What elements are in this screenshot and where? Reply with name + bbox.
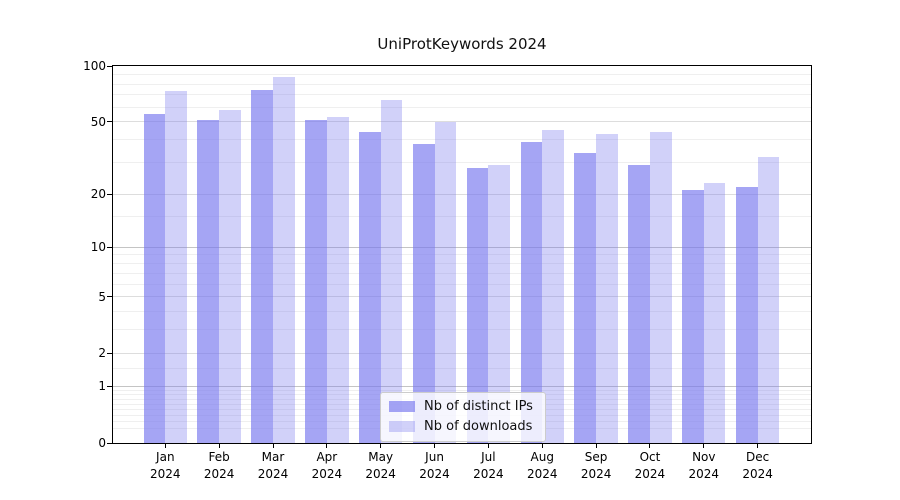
x-tick-label-sep: Sep 2024 <box>580 450 612 481</box>
gridline-minor <box>113 329 811 331</box>
x-tick-label-jan: Jan 2024 <box>150 450 181 481</box>
y-tick <box>107 352 112 354</box>
gridline-minor <box>113 272 811 274</box>
gridline-minor <box>113 74 811 76</box>
x-tick-label-apr: Apr 2024 <box>311 450 343 481</box>
legend-item-downloads: Nb of downloads <box>389 419 535 434</box>
bar-downloads-dec <box>757 157 780 443</box>
legend-label-distinct-ips: Nb of distinct IPs <box>424 399 533 414</box>
gridline-decade <box>113 385 811 387</box>
bar-downloads-sep <box>596 133 618 443</box>
bar-distinct-ips-dec <box>735 186 758 443</box>
bar-distinct-ips-feb <box>197 120 220 443</box>
x-tick-label-jun: Jun 2024 <box>419 450 450 481</box>
gridline-minor <box>113 139 811 141</box>
gridline-major <box>113 296 811 298</box>
bar-distinct-ips-jul <box>466 167 489 443</box>
x-tick <box>649 443 651 448</box>
x-tick <box>326 443 328 448</box>
bar-downloads-aug <box>542 130 564 443</box>
y-tick <box>107 246 112 248</box>
gridline-minor <box>113 94 811 96</box>
bar-downloads-may <box>380 99 403 443</box>
x-tick-label-jul: Jul 2024 <box>473 450 504 481</box>
bar-downloads-apr <box>326 117 349 443</box>
legend-item-distinct-ips: Nb of distinct IPs <box>389 399 535 414</box>
y-tick-label-2: 2 <box>98 346 106 361</box>
x-tick <box>487 443 489 448</box>
bar-downloads-jun <box>434 121 457 443</box>
bar-distinct-ips-sep <box>574 152 597 443</box>
x-tick <box>541 443 543 448</box>
gridline-major <box>113 193 811 195</box>
bar-distinct-ips-may <box>359 132 381 443</box>
y-tick <box>107 442 112 444</box>
gridline-minor <box>113 83 811 85</box>
y-tick-label-0: 0 <box>98 436 106 450</box>
gridline-minor <box>113 367 811 369</box>
gridline-minor <box>113 263 811 264</box>
x-tick <box>434 443 436 448</box>
x-tick <box>595 443 597 448</box>
gridline-decade <box>113 246 811 248</box>
gridline-minor <box>113 311 811 313</box>
y-tick <box>107 193 112 195</box>
x-tick <box>380 443 382 448</box>
bar-downloads-nov <box>703 183 726 443</box>
legend-swatch-downloads <box>389 421 415 432</box>
legend-label-downloads: Nb of downloads <box>424 419 533 434</box>
bar-distinct-ips-nov <box>682 190 704 443</box>
bar-downloads-feb <box>219 109 241 443</box>
bar-downloads-oct <box>649 132 672 443</box>
x-tick-label-dec: Dec 2024 <box>742 450 773 481</box>
gridline-minor <box>113 283 811 285</box>
bar-downloads-mar <box>273 77 295 443</box>
x-tick <box>757 443 759 448</box>
y-tick-label-10: 10 <box>90 240 106 255</box>
gridline-minor <box>113 161 811 163</box>
bar-distinct-ips-jun <box>412 143 435 443</box>
y-tick-label-20: 20 <box>90 187 106 202</box>
x-tick <box>703 443 705 448</box>
legend-swatch-distinct-ips <box>389 401 415 412</box>
bar-downloads-jul <box>488 165 511 443</box>
x-tick-label-aug: Aug 2024 <box>526 450 558 481</box>
y-tick <box>107 65 112 67</box>
x-tick-label-may: May 2024 <box>365 450 396 481</box>
x-tick-label-oct: Oct 2024 <box>634 450 666 481</box>
x-tick-label-mar: Mar 2024 <box>257 450 289 481</box>
y-tick-label-1: 1 <box>98 379 106 394</box>
gridline-major <box>113 352 811 354</box>
bar-distinct-ips-aug <box>520 141 543 443</box>
bar-distinct-ips-jan <box>143 114 166 443</box>
gridline-minor <box>113 390 811 392</box>
chart-title: UniProtKeywords 2024 <box>377 35 547 53</box>
x-tick <box>218 443 220 448</box>
bar-distinct-ips-mar <box>251 90 273 443</box>
legend: Nb of distinct IPs Nb of downloads <box>380 392 546 442</box>
gridline-major <box>113 121 811 123</box>
y-tick-label-5: 5 <box>98 289 106 304</box>
y-tick <box>107 385 112 387</box>
bar-downloads-jan <box>165 91 187 443</box>
x-tick-label-nov: Nov 2024 <box>688 450 720 481</box>
y-tick <box>107 121 112 123</box>
y-tick-label-50: 50 <box>90 114 106 129</box>
bar-distinct-ips-apr <box>305 120 327 443</box>
y-tick <box>107 296 112 298</box>
gridline-minor <box>113 216 811 217</box>
bar-distinct-ips-oct <box>628 165 650 443</box>
gridline-minor <box>113 254 811 256</box>
plot-area <box>107 65 812 448</box>
gridline-minor <box>113 106 811 108</box>
x-tick-label-feb: Feb 2024 <box>203 450 235 481</box>
x-tick <box>164 443 166 448</box>
x-tick <box>272 443 274 448</box>
y-tick-label-100: 100 <box>83 59 106 73</box>
